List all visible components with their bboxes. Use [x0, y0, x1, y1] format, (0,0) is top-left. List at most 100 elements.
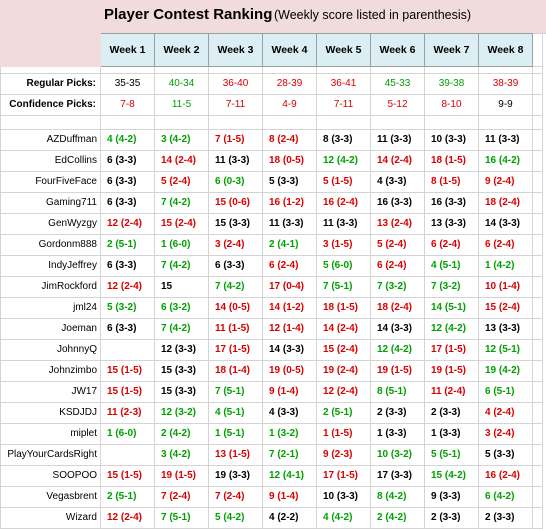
- score-cell[interactable]: 12 (5-1): [478, 339, 533, 361]
- player-name[interactable]: jml24: [0, 297, 101, 319]
- player-name[interactable]: JohnnyQ: [0, 339, 101, 361]
- extra-cell[interactable]: [532, 360, 543, 382]
- score-cell[interactable]: 11 (3-3): [370, 129, 425, 151]
- player-name[interactable]: SOOPOO: [0, 465, 101, 487]
- score-cell[interactable]: 3 (2-4): [478, 423, 533, 445]
- score-cell[interactable]: 7 (3-2): [370, 276, 425, 298]
- score-cell[interactable]: 2 (4-1): [262, 234, 317, 256]
- score-cell[interactable]: 15 (4-2): [424, 465, 479, 487]
- empty-cell[interactable]: [532, 115, 543, 130]
- score-cell[interactable]: 2 (3-3): [424, 507, 479, 529]
- confidence-picks-week-5[interactable]: 7-11: [316, 94, 371, 116]
- extra-cell[interactable]: [532, 318, 543, 340]
- score-cell[interactable]: 6 (3-3): [100, 150, 155, 172]
- score-cell[interactable]: 1 (6-0): [154, 234, 209, 256]
- score-cell[interactable]: 18 (1-4): [208, 360, 263, 382]
- extra-cell[interactable]: [532, 507, 543, 529]
- week-header-3[interactable]: Week 3: [208, 33, 263, 67]
- score-cell[interactable]: 17 (0-4): [262, 276, 317, 298]
- score-cell[interactable]: 2 (3-3): [370, 402, 425, 424]
- confidence-picks-week-2[interactable]: 11-5: [154, 94, 209, 116]
- score-cell[interactable]: 18 (2-4): [370, 297, 425, 319]
- extra-cell[interactable]: [532, 402, 543, 424]
- confidence-picks-week-8[interactable]: 9-9: [478, 94, 533, 116]
- score-cell[interactable]: 13 (1-5): [208, 444, 263, 466]
- empty-cell[interactable]: [0, 115, 101, 130]
- score-cell[interactable]: 3 (4-2): [154, 129, 209, 151]
- empty-cell[interactable]: [262, 66, 317, 74]
- score-cell[interactable]: 15 (2-4): [478, 297, 533, 319]
- empty-cell[interactable]: [478, 115, 533, 130]
- score-cell[interactable]: 8 (1-5): [424, 171, 479, 193]
- score-cell[interactable]: 7 (5-1): [316, 276, 371, 298]
- extra-cell[interactable]: [532, 129, 543, 151]
- score-cell[interactable]: 17 (1-5): [208, 339, 263, 361]
- score-cell[interactable]: 15 (2-4): [154, 213, 209, 235]
- score-cell[interactable]: 15 (1-5): [100, 465, 155, 487]
- score-cell[interactable]: 5 (1-5): [316, 171, 371, 193]
- score-cell[interactable]: 18 (0-5): [262, 150, 317, 172]
- score-cell[interactable]: 15: [154, 276, 209, 298]
- empty-cell[interactable]: [478, 66, 533, 74]
- extra-cell[interactable]: [532, 192, 543, 214]
- score-cell[interactable]: 7 (5-1): [208, 381, 263, 403]
- player-name[interactable]: PlayYourCardsRight: [0, 444, 101, 466]
- empty-cell[interactable]: [0, 66, 101, 74]
- score-cell[interactable]: 7 (1-5): [208, 129, 263, 151]
- score-cell[interactable]: 4 (3-3): [370, 171, 425, 193]
- score-cell[interactable]: 1 (1-5): [316, 423, 371, 445]
- score-cell[interactable]: 14 (0-5): [208, 297, 263, 319]
- score-cell[interactable]: 16 (3-3): [370, 192, 425, 214]
- score-cell[interactable]: 10 (3-2): [370, 444, 425, 466]
- week-header-5[interactable]: Week 5: [316, 33, 371, 67]
- score-cell[interactable]: 3 (1-5): [316, 234, 371, 256]
- score-cell[interactable]: 3 (2-4): [208, 234, 263, 256]
- player-name[interactable]: IndyJeffrey: [0, 255, 101, 277]
- extra-cell[interactable]: [532, 339, 543, 361]
- extra-cell[interactable]: [532, 73, 543, 95]
- player-name[interactable]: AZDuffman: [0, 129, 101, 151]
- confidence-picks-week-4[interactable]: 4-9: [262, 94, 317, 116]
- score-cell[interactable]: 7 (2-1): [262, 444, 317, 466]
- empty-cell[interactable]: [100, 115, 155, 130]
- player-name[interactable]: GenWyzgy: [0, 213, 101, 235]
- score-cell[interactable]: 16 (3-3): [424, 192, 479, 214]
- score-cell[interactable]: 19 (3-3): [208, 465, 263, 487]
- score-cell[interactable]: 11 (3-3): [208, 150, 263, 172]
- score-cell[interactable]: 19 (2-4): [316, 360, 371, 382]
- score-cell[interactable]: 6 (3-3): [100, 318, 155, 340]
- score-cell[interactable]: 4 (3-3): [262, 402, 317, 424]
- score-cell[interactable]: 12 (2-4): [100, 507, 155, 529]
- score-cell[interactable]: 6 (3-3): [100, 171, 155, 193]
- score-cell[interactable]: 6 (2-4): [262, 255, 317, 277]
- player-name[interactable]: Wizard: [0, 507, 101, 529]
- player-name[interactable]: JimRockford: [0, 276, 101, 298]
- score-cell[interactable]: 7 (4-2): [208, 276, 263, 298]
- score-cell[interactable]: 1 (6-0): [100, 423, 155, 445]
- score-cell[interactable]: 7 (4-2): [154, 318, 209, 340]
- score-cell[interactable]: 14 (5-1): [424, 297, 479, 319]
- score-cell[interactable]: 12 (2-4): [100, 276, 155, 298]
- score-cell[interactable]: 13 (3-3): [424, 213, 479, 235]
- score-cell[interactable]: 17 (1-5): [424, 339, 479, 361]
- score-cell[interactable]: 6 (2-4): [424, 234, 479, 256]
- score-cell[interactable]: 1 (4-2): [478, 255, 533, 277]
- score-cell[interactable]: 1 (3-3): [370, 423, 425, 445]
- score-cell[interactable]: 2 (4-2): [370, 507, 425, 529]
- score-cell[interactable]: 5 (2-4): [154, 171, 209, 193]
- score-cell[interactable]: 4 (5-1): [208, 402, 263, 424]
- empty-cell[interactable]: [370, 66, 425, 74]
- score-cell[interactable]: 4 (2-4): [478, 402, 533, 424]
- score-cell[interactable]: 6 (3-3): [208, 255, 263, 277]
- score-cell[interactable]: 9 (2-4): [478, 171, 533, 193]
- score-cell[interactable]: [100, 444, 155, 466]
- score-cell[interactable]: 12 (4-2): [316, 150, 371, 172]
- regular-picks-week-3[interactable]: 36-40: [208, 73, 263, 95]
- score-cell[interactable]: 12 (3-2): [154, 402, 209, 424]
- confidence-picks-week-3[interactable]: 7-11: [208, 94, 263, 116]
- player-name[interactable]: Johnzimbo: [0, 360, 101, 382]
- score-cell[interactable]: 2 (4-2): [154, 423, 209, 445]
- score-cell[interactable]: 14 (3-3): [370, 318, 425, 340]
- score-cell[interactable]: 18 (1-5): [316, 297, 371, 319]
- extra-cell[interactable]: [532, 381, 543, 403]
